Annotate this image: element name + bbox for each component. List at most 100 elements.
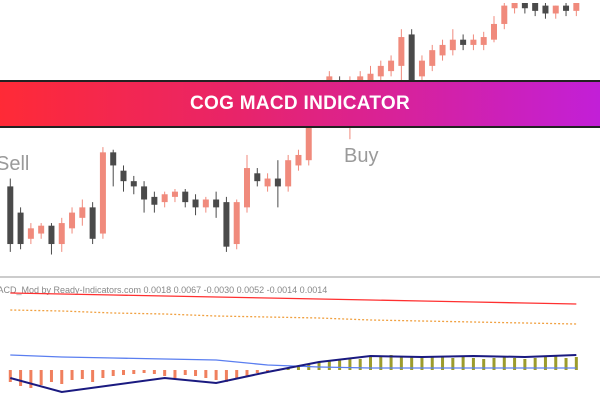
- candle-body: [171, 191, 178, 197]
- histogram-bar: [389, 355, 393, 370]
- candle-body: [192, 199, 199, 208]
- histogram-bar: [19, 370, 23, 386]
- candle-body: [521, 3, 528, 9]
- histogram-bar: [142, 370, 146, 373]
- histogram-bar: [29, 370, 33, 388]
- candle-body: [418, 60, 425, 77]
- candle-body: [264, 178, 271, 187]
- indicator-line: [10, 309, 577, 325]
- histogram-bar: [368, 357, 372, 370]
- histogram-bar: [224, 370, 228, 382]
- histogram-bar: [111, 370, 115, 376]
- candle-body: [552, 5, 559, 14]
- histogram-bar: [91, 370, 95, 382]
- histogram-bar: [80, 370, 84, 379]
- histogram-bar: [235, 370, 239, 378]
- candle-body: [398, 37, 405, 66]
- histogram-bar: [420, 358, 424, 370]
- histogram-bar: [70, 370, 74, 380]
- histogram-bar: [461, 357, 465, 370]
- candle-body: [27, 228, 34, 239]
- candle-body: [563, 5, 570, 11]
- candle-body: [511, 3, 518, 9]
- candle-body: [17, 212, 24, 245]
- candle-body: [223, 202, 230, 247]
- banner: COG MACD INDICATOR: [0, 80, 600, 128]
- candle-body: [110, 152, 117, 166]
- histogram-bar: [358, 359, 362, 370]
- candle-body: [141, 186, 148, 200]
- histogram-bar: [39, 370, 43, 385]
- candle-body: [377, 65, 384, 77]
- histogram-bar: [471, 358, 475, 370]
- candle-body: [38, 225, 45, 234]
- histogram-bar: [348, 358, 352, 370]
- histogram-bar: [255, 370, 259, 373]
- histogram-bar: [214, 370, 218, 380]
- histogram-bar: [543, 357, 547, 370]
- candle-body: [48, 225, 55, 245]
- buy-label: Buy: [344, 145, 378, 167]
- candle-body: [285, 160, 292, 187]
- candle-body: [490, 23, 497, 40]
- candle-body: [120, 170, 127, 182]
- histogram-bar: [338, 360, 342, 370]
- sell-label: Sell: [0, 153, 29, 175]
- candle-body: [274, 178, 281, 187]
- candle-body: [58, 223, 65, 245]
- candle-body: [69, 212, 76, 229]
- candle-body: [449, 39, 456, 51]
- candle-body: [501, 5, 508, 24]
- histogram-bar: [554, 356, 558, 370]
- candle-body: [130, 181, 137, 187]
- candle-body: [460, 39, 467, 45]
- histogram-bar: [502, 357, 506, 370]
- candle-body: [470, 39, 477, 45]
- histogram-bar: [574, 357, 578, 370]
- candle-body: [213, 199, 220, 208]
- histogram-bar: [245, 370, 249, 376]
- histogram-bar: [296, 366, 300, 370]
- histogram-bar: [430, 357, 434, 370]
- histogram-bar: [523, 359, 527, 370]
- candle-body: [429, 50, 436, 66]
- candle-body: [7, 186, 14, 245]
- histogram-bar: [163, 370, 167, 376]
- histogram-bar: [121, 370, 125, 375]
- histogram-bar: [564, 358, 568, 370]
- histogram-bar: [492, 358, 496, 370]
- histogram-bar: [410, 357, 414, 370]
- candle-body: [439, 44, 446, 56]
- candle-body: [542, 5, 549, 14]
- histogram-bar: [60, 370, 64, 384]
- candle-body: [367, 73, 374, 82]
- histogram-bar: [513, 358, 517, 370]
- histogram-bar: [132, 370, 136, 374]
- candle-body: [202, 199, 209, 208]
- histogram-bar: [441, 356, 445, 370]
- candle-body: [99, 152, 106, 234]
- histogram-bar: [533, 358, 537, 370]
- histogram-bar: [327, 361, 331, 370]
- histogram-bar: [49, 370, 53, 382]
- candle-body: [79, 207, 86, 218]
- candle-body: [305, 107, 312, 161]
- indicator-line: [10, 354, 577, 394]
- histogram-bar: [8, 370, 12, 382]
- candle-body: [388, 60, 395, 72]
- histogram-bar: [152, 370, 156, 374]
- histogram-bar: [379, 356, 383, 370]
- indicator-label: MACD_Mod by Ready-Indicators.com 0.0018 …: [0, 285, 327, 295]
- candle-body: [573, 3, 580, 11]
- candle-body: [182, 191, 189, 203]
- histogram-bar: [173, 370, 177, 378]
- candle-body: [295, 154, 302, 166]
- histogram-bar: [482, 359, 486, 370]
- candle-body: [243, 168, 250, 208]
- histogram-bar: [451, 358, 455, 370]
- candle-body: [532, 3, 539, 11]
- candle-body: [151, 196, 158, 205]
- histogram-bar: [204, 370, 208, 378]
